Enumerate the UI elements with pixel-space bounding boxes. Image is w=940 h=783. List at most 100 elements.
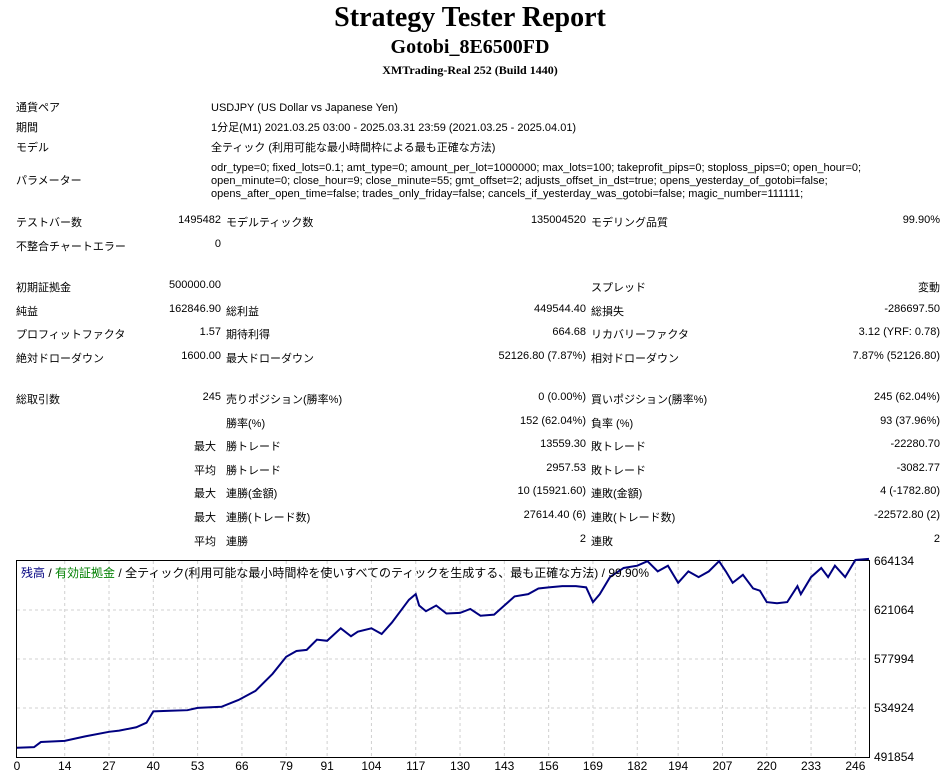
val-gross-profit: 449544.40 xyxy=(534,302,586,315)
y-axis-tick: 534924 xyxy=(874,701,915,715)
label-mismatch: 不整合チャートエラー xyxy=(16,240,126,253)
series-line xyxy=(16,557,870,749)
label-bars: テストバー数 xyxy=(16,217,82,230)
x-axis-tick: 14 xyxy=(58,759,72,773)
label-win-rate: 勝率(%) xyxy=(226,417,266,430)
label-spread: スプレッド xyxy=(591,282,646,295)
legend-model: 全ティック(利用可能な最小時間枠を使いすべてのティックを生成する、最も正確な方法… xyxy=(125,566,599,580)
x-axis-tick: 130 xyxy=(450,759,471,773)
x-axis-tick: 246 xyxy=(845,759,866,773)
val-quality: 99.90% xyxy=(902,214,940,227)
label-short-pos: 売りポジション(勝率%) xyxy=(226,394,343,407)
x-axis-tick: 169 xyxy=(582,759,603,773)
label-pf: プロフィットファクタ xyxy=(16,329,126,342)
val-loss-rate: 93 (37.96%) xyxy=(880,414,940,427)
val-max-loss-trade: -22280.70 xyxy=(890,438,940,451)
legend-equity: 有効証拠金 xyxy=(55,566,116,580)
chart-container: 残高 / 有効証拠金 / 全ティック(利用可能な最小時間枠を使いすべてのティック… xyxy=(14,554,914,773)
label-max-consec-loss-cnt: 連敗(トレード数) xyxy=(591,512,676,524)
label-max-win-trade: 勝トレード xyxy=(226,441,281,454)
val-bars: 1495482 xyxy=(178,214,221,227)
info-label: モデル xyxy=(16,142,49,155)
val-long-pos: 245 (62.04%) xyxy=(873,391,940,404)
label-avg-win-trade: 勝トレード xyxy=(226,464,281,477)
y-axis-tick: 664134 xyxy=(874,554,915,568)
val-ticks: 135004520 xyxy=(530,214,586,227)
val-total-trades: 245 xyxy=(202,391,221,404)
label-avg-consec-loss: 連敗 xyxy=(591,535,613,548)
label-max-consec-loss-amt: 連敗(金額) xyxy=(591,488,643,501)
val-max-win-trade: 13559.30 xyxy=(540,438,586,451)
label-deposit: 初期証拠金 xyxy=(16,282,71,295)
info-row-model: モデル 全ティック (利用可能な最小時間枠による最も正確な方法) xyxy=(16,142,924,155)
val-recovery: 3.12 (YRF: 0.78) xyxy=(858,326,940,339)
val-avg-loss-trade: -3082.77 xyxy=(896,461,940,474)
x-axis-tick: 182 xyxy=(627,759,648,773)
y-axis-tick: 577994 xyxy=(874,652,915,666)
label-avg-loss-trade: 敗トレード xyxy=(591,464,646,477)
x-axis-tick: 117 xyxy=(406,759,426,773)
report-subtitle: Gotobi_8E6500FD xyxy=(390,35,550,58)
info-row-period: 期間 1分足(M1) 2021.03.25 03:00 - 2025.03.31… xyxy=(16,122,924,135)
info-container: 通貨ペア USDJPY (US Dollar vs Japanese Yen) … xyxy=(0,102,940,200)
legend-quality: 99.90% xyxy=(608,566,650,580)
val-win-rate: 152 (62.04%) xyxy=(519,414,586,427)
label-total-trades: 総取引数 xyxy=(16,394,60,407)
info-label: パラメーター xyxy=(16,174,82,187)
val-avg-win-trade: 2957.53 xyxy=(546,461,586,474)
info-value: odr_type=0; fixed_lots=0.1; amt_type=0; … xyxy=(211,162,862,200)
val-short-pos: 0 (0.00%) xyxy=(538,391,586,404)
legend-balance: 残高 xyxy=(21,566,46,580)
label-max-consec-wins-cnt: 連勝(トレード数) xyxy=(226,512,311,524)
x-axis-tick: 0 xyxy=(13,759,21,773)
val-max-dd: 52126.80 (7.87%) xyxy=(498,349,586,362)
val-max-consec-wins-cnt: 27614.40 (6) xyxy=(523,509,586,521)
report-title: Strategy Tester Report xyxy=(334,2,606,33)
info-label: 期間 xyxy=(16,121,38,134)
x-axis-labels: 0 14 27 40 53 66 79 91 104 117 130 143 156 169 182 194 2… xyxy=(13,759,869,779)
x-axis-tick: 220 xyxy=(756,759,777,773)
label-net: 純益 xyxy=(16,305,38,318)
label-gross-profit: 総利益 xyxy=(226,305,259,318)
val-gross-loss: -286697.50 xyxy=(884,302,940,315)
val-max-consec-loss-cnt: -22572.80 (2) xyxy=(873,509,940,521)
label-long-pos: 買いポジション(勝率%) xyxy=(591,394,708,407)
info-value: 全ティック (利用可能な最小時間枠による最も正確な方法) xyxy=(211,142,496,155)
val-max-consec-wins-amt: 10 (15921.60) xyxy=(517,485,587,498)
x-axis-tick: 233 xyxy=(801,759,822,773)
header-section: Strategy Tester Report Gotobi_8E6500FD X… xyxy=(0,0,940,78)
label-abs-dd: 絶対ドローダウン xyxy=(16,352,104,365)
x-axis-tick: 91 xyxy=(320,759,334,773)
val-abs-dd: 1600.00 xyxy=(181,349,221,362)
label-gross-loss: 総損失 xyxy=(591,305,624,318)
x-axis-tick: 143 xyxy=(494,759,515,773)
report-meta: XMTrading-Real 252 (Build 1440) xyxy=(382,62,558,77)
x-axis-tick: 104 xyxy=(361,759,382,773)
label-max-consec-wins-amt: 連勝(金額) xyxy=(226,488,278,501)
x-axis-tick: 207 xyxy=(712,759,733,773)
x-axis-tick: 66 xyxy=(235,759,249,773)
label-max: 最大 xyxy=(194,512,216,524)
label-avg: 平均 xyxy=(194,535,216,548)
val-payoff: 664.68 xyxy=(552,326,586,339)
label-payoff: 期待利得 xyxy=(226,329,270,342)
label-quality: モデリング品質 xyxy=(591,217,668,230)
val-net: 162846.90 xyxy=(169,302,221,315)
label-avg-consec-wins: 連勝 xyxy=(226,535,248,548)
label-ticks: モデルティック数 xyxy=(226,217,314,230)
val-deposit: 500000.00 xyxy=(169,279,221,292)
chart-svg xyxy=(16,557,870,757)
val-spread: 変動 xyxy=(918,282,940,295)
label-loss-rate: 負率 (%) xyxy=(591,417,634,430)
label-max-loss-trade: 敗トレード xyxy=(591,441,646,454)
val-mismatch: 0 xyxy=(214,237,221,250)
x-axis-tick: 79 xyxy=(279,759,293,773)
label-recovery: リカバリーファクタ xyxy=(591,329,689,342)
stats-grid: テストバー数 1495482 モデルティック数 135004520 モデリング品… xyxy=(0,214,940,548)
label-max-dd: 最大ドローダウン xyxy=(226,352,314,365)
label-rel-dd: 相対ドローダウン xyxy=(591,352,679,365)
info-value: USDJPY (US Dollar vs Japanese Yen) xyxy=(211,101,398,114)
x-axis-tick: 40 xyxy=(146,759,160,773)
x-axis-tick: 194 xyxy=(668,759,689,773)
x-axis-tick: 53 xyxy=(190,759,205,773)
